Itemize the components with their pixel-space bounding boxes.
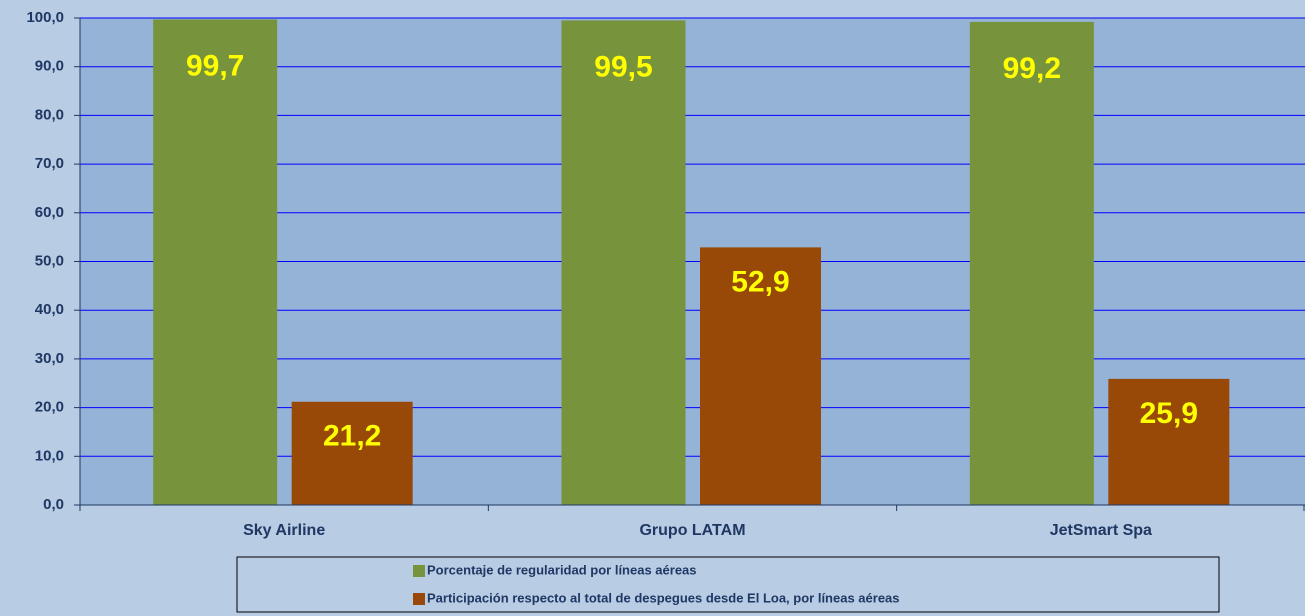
value-label: 21,2 [323, 420, 381, 453]
y-tick-label: 80,0 [35, 106, 64, 123]
bar [153, 19, 278, 506]
value-label: 52,9 [731, 265, 789, 298]
y-tick-label: 60,0 [35, 204, 64, 221]
y-tick-label: 10,0 [35, 447, 64, 464]
value-label: 25,9 [1140, 397, 1198, 430]
y-tick-label: 40,0 [35, 301, 64, 318]
legend [236, 556, 1220, 613]
value-label: 99,2 [1003, 52, 1061, 85]
y-tick-label: 0,0 [43, 496, 64, 513]
y-tick-label: 100,0 [26, 9, 64, 26]
bar [969, 21, 1094, 506]
y-tick-label: 30,0 [35, 350, 64, 367]
x-tick-label: Grupo LATAM [639, 522, 745, 539]
y-tick-label: 20,0 [35, 399, 64, 416]
y-tick-label: 90,0 [35, 58, 64, 75]
y-tick-label: 70,0 [35, 155, 64, 172]
x-tick-label: Sky Airline [243, 522, 325, 539]
legend-swatch [413, 593, 425, 605]
y-tick-label: 50,0 [35, 252, 64, 269]
bar [561, 20, 686, 506]
legend-swatch [413, 565, 425, 577]
bar [700, 247, 821, 505]
legend-label: Porcentaje de regularidad por líneas aér… [427, 562, 697, 577]
legend-label: Participación respecto al total de despe… [427, 590, 900, 605]
bar [291, 401, 413, 505]
value-label: 99,5 [594, 50, 652, 83]
value-label: 99,7 [186, 49, 244, 82]
bar [1108, 378, 1230, 505]
x-tick-label: JetSmart Spa [1050, 522, 1152, 539]
